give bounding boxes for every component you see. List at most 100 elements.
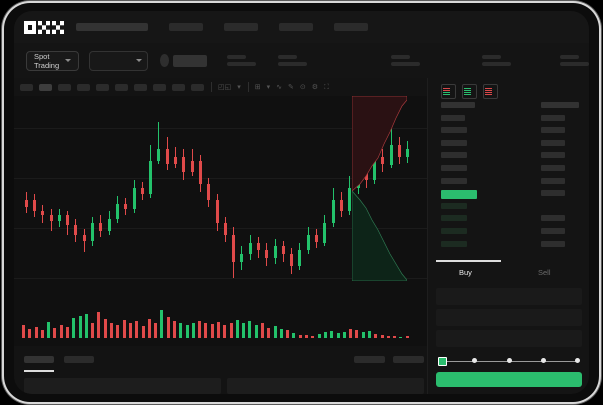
pencil-icon[interactable]: ✎ — [288, 83, 294, 91]
volume-bar — [135, 320, 139, 338]
timeframe-button[interactable] — [134, 83, 147, 91]
compare-icon[interactable]: ⊞ — [254, 83, 261, 91]
candlestick-chart[interactable] — [14, 96, 427, 346]
chevron-down-icon[interactable]: ▾ — [266, 83, 271, 91]
bottom-tab-active[interactable] — [24, 356, 54, 363]
tab-buy[interactable]: Buy — [459, 268, 472, 277]
timeframe-button[interactable] — [77, 83, 90, 91]
timeframe-button[interactable] — [96, 83, 109, 91]
slider-node[interactable] — [507, 358, 512, 363]
orderbook-amount-cell[interactable] — [541, 240, 565, 247]
candle-body — [223, 223, 227, 235]
orderbook-amount-cell[interactable] — [541, 139, 565, 146]
magnet-icon[interactable]: ⊙ — [299, 83, 306, 91]
pair-select[interactable] — [88, 50, 149, 71]
orderbook-price-cell[interactable] — [441, 127, 467, 134]
candle-body — [115, 203, 119, 220]
volume-bar — [405, 335, 409, 338]
candle-body — [198, 160, 202, 184]
timeframe-button-active[interactable] — [39, 83, 52, 91]
timeframe-button[interactable] — [115, 83, 128, 91]
orderbook-price-cell[interactable] — [441, 152, 467, 159]
order-field-price[interactable] — [436, 288, 582, 305]
candle-body — [132, 187, 136, 210]
candle-body — [406, 148, 410, 157]
slider-node[interactable] — [472, 358, 477, 363]
settings-icon[interactable]: ⚙ — [311, 83, 319, 91]
candle-body — [99, 223, 103, 231]
orderbook-price-cell[interactable] — [441, 202, 467, 209]
nav-item-1[interactable] — [169, 23, 203, 31]
orderbook-amount-cell[interactable] — [541, 228, 565, 234]
bottom-action[interactable] — [393, 356, 424, 363]
volume-bar — [217, 321, 220, 338]
volume-bar — [204, 322, 208, 338]
slider-handle[interactable] — [438, 357, 447, 366]
nav-item-3[interactable] — [279, 23, 313, 31]
timeframe-button[interactable] — [153, 83, 166, 91]
volume-bar — [286, 330, 290, 338]
slider-node[interactable] — [575, 358, 580, 363]
orderbook-price-cell[interactable] — [441, 228, 467, 234]
orderbook-amount-cell[interactable] — [541, 102, 579, 108]
tab-sell[interactable]: Sell — [538, 268, 551, 277]
amount-percent-slider[interactable] — [438, 357, 582, 366]
volume-bar — [261, 322, 265, 338]
spot-trading-dropdown[interactable]: Spot Trading — [26, 50, 79, 71]
bottom-content-right — [227, 378, 424, 394]
candle-body — [107, 219, 111, 231]
bottom-tab[interactable] — [64, 356, 94, 363]
indicators-icon[interactable]: ◰◱ — [218, 83, 232, 91]
nav-item-4[interactable] — [334, 23, 368, 31]
volume-bar — [355, 330, 359, 338]
fullscreen-icon[interactable]: ⛶ — [324, 83, 329, 91]
volume-bar — [91, 323, 95, 338]
toolbar-divider — [211, 82, 212, 92]
orderbook-bids-icon[interactable] — [462, 84, 477, 99]
orderbook-amount-cell[interactable] — [541, 190, 565, 197]
nav-item-search[interactable] — [76, 23, 148, 31]
timeframe-button[interactable] — [191, 83, 204, 91]
orderbook-amount-cell[interactable] — [541, 165, 565, 171]
orderbook-asks-icon[interactable] — [483, 84, 498, 99]
bottom-action[interactable] — [354, 356, 385, 363]
okx-logo[interactable] — [24, 20, 64, 34]
orderbook-amount-cell[interactable] — [541, 177, 565, 184]
chart-gridline — [14, 278, 427, 279]
orderbook-amount-cell[interactable] — [541, 127, 565, 134]
orderbook-price-cell[interactable] — [441, 165, 467, 171]
candle-body — [315, 234, 319, 243]
orderbook-amount-cell[interactable] — [541, 215, 565, 222]
candle-body — [298, 250, 302, 266]
submit-buy-button[interactable] — [436, 372, 582, 387]
candle-body — [281, 246, 285, 255]
volume-bar — [223, 325, 227, 338]
volume-bar — [154, 322, 158, 338]
orderbook-both-icon[interactable] — [441, 84, 456, 99]
orderbook-amount-cell[interactable] — [541, 114, 565, 121]
orderbook-rows[interactable] — [428, 102, 589, 260]
volume-bar — [330, 331, 334, 338]
candle-body — [256, 242, 260, 251]
orderbook-amount-cell[interactable] — [541, 152, 565, 159]
orderbook-price-cell[interactable] — [441, 139, 467, 146]
orderbook-price-cell[interactable] — [441, 215, 467, 222]
timeframe-button[interactable] — [58, 83, 71, 91]
chevron-down-icon[interactable]: ▾ — [237, 83, 241, 91]
orderbook-last-price[interactable] — [441, 190, 477, 200]
orderbook-price-cell[interactable] — [441, 114, 465, 121]
volume-bar — [248, 320, 252, 338]
slider-node[interactable] — [541, 358, 546, 363]
timeframe-button[interactable] — [20, 83, 33, 91]
nav-item-2[interactable] — [224, 23, 258, 31]
order-field-amount[interactable] — [436, 309, 582, 326]
orderbook-price-cell[interactable] — [441, 102, 475, 108]
timeframe-button[interactable] — [172, 83, 185, 91]
order-field-total[interactable] — [436, 330, 582, 347]
orderbook-price-cell[interactable] — [441, 177, 467, 184]
line-tool-icon[interactable]: ∿ — [276, 83, 283, 91]
toolbar-divider — [247, 82, 249, 92]
stat-value — [227, 62, 257, 66]
candle-wick — [158, 121, 160, 165]
orderbook-price-cell[interactable] — [441, 240, 467, 247]
